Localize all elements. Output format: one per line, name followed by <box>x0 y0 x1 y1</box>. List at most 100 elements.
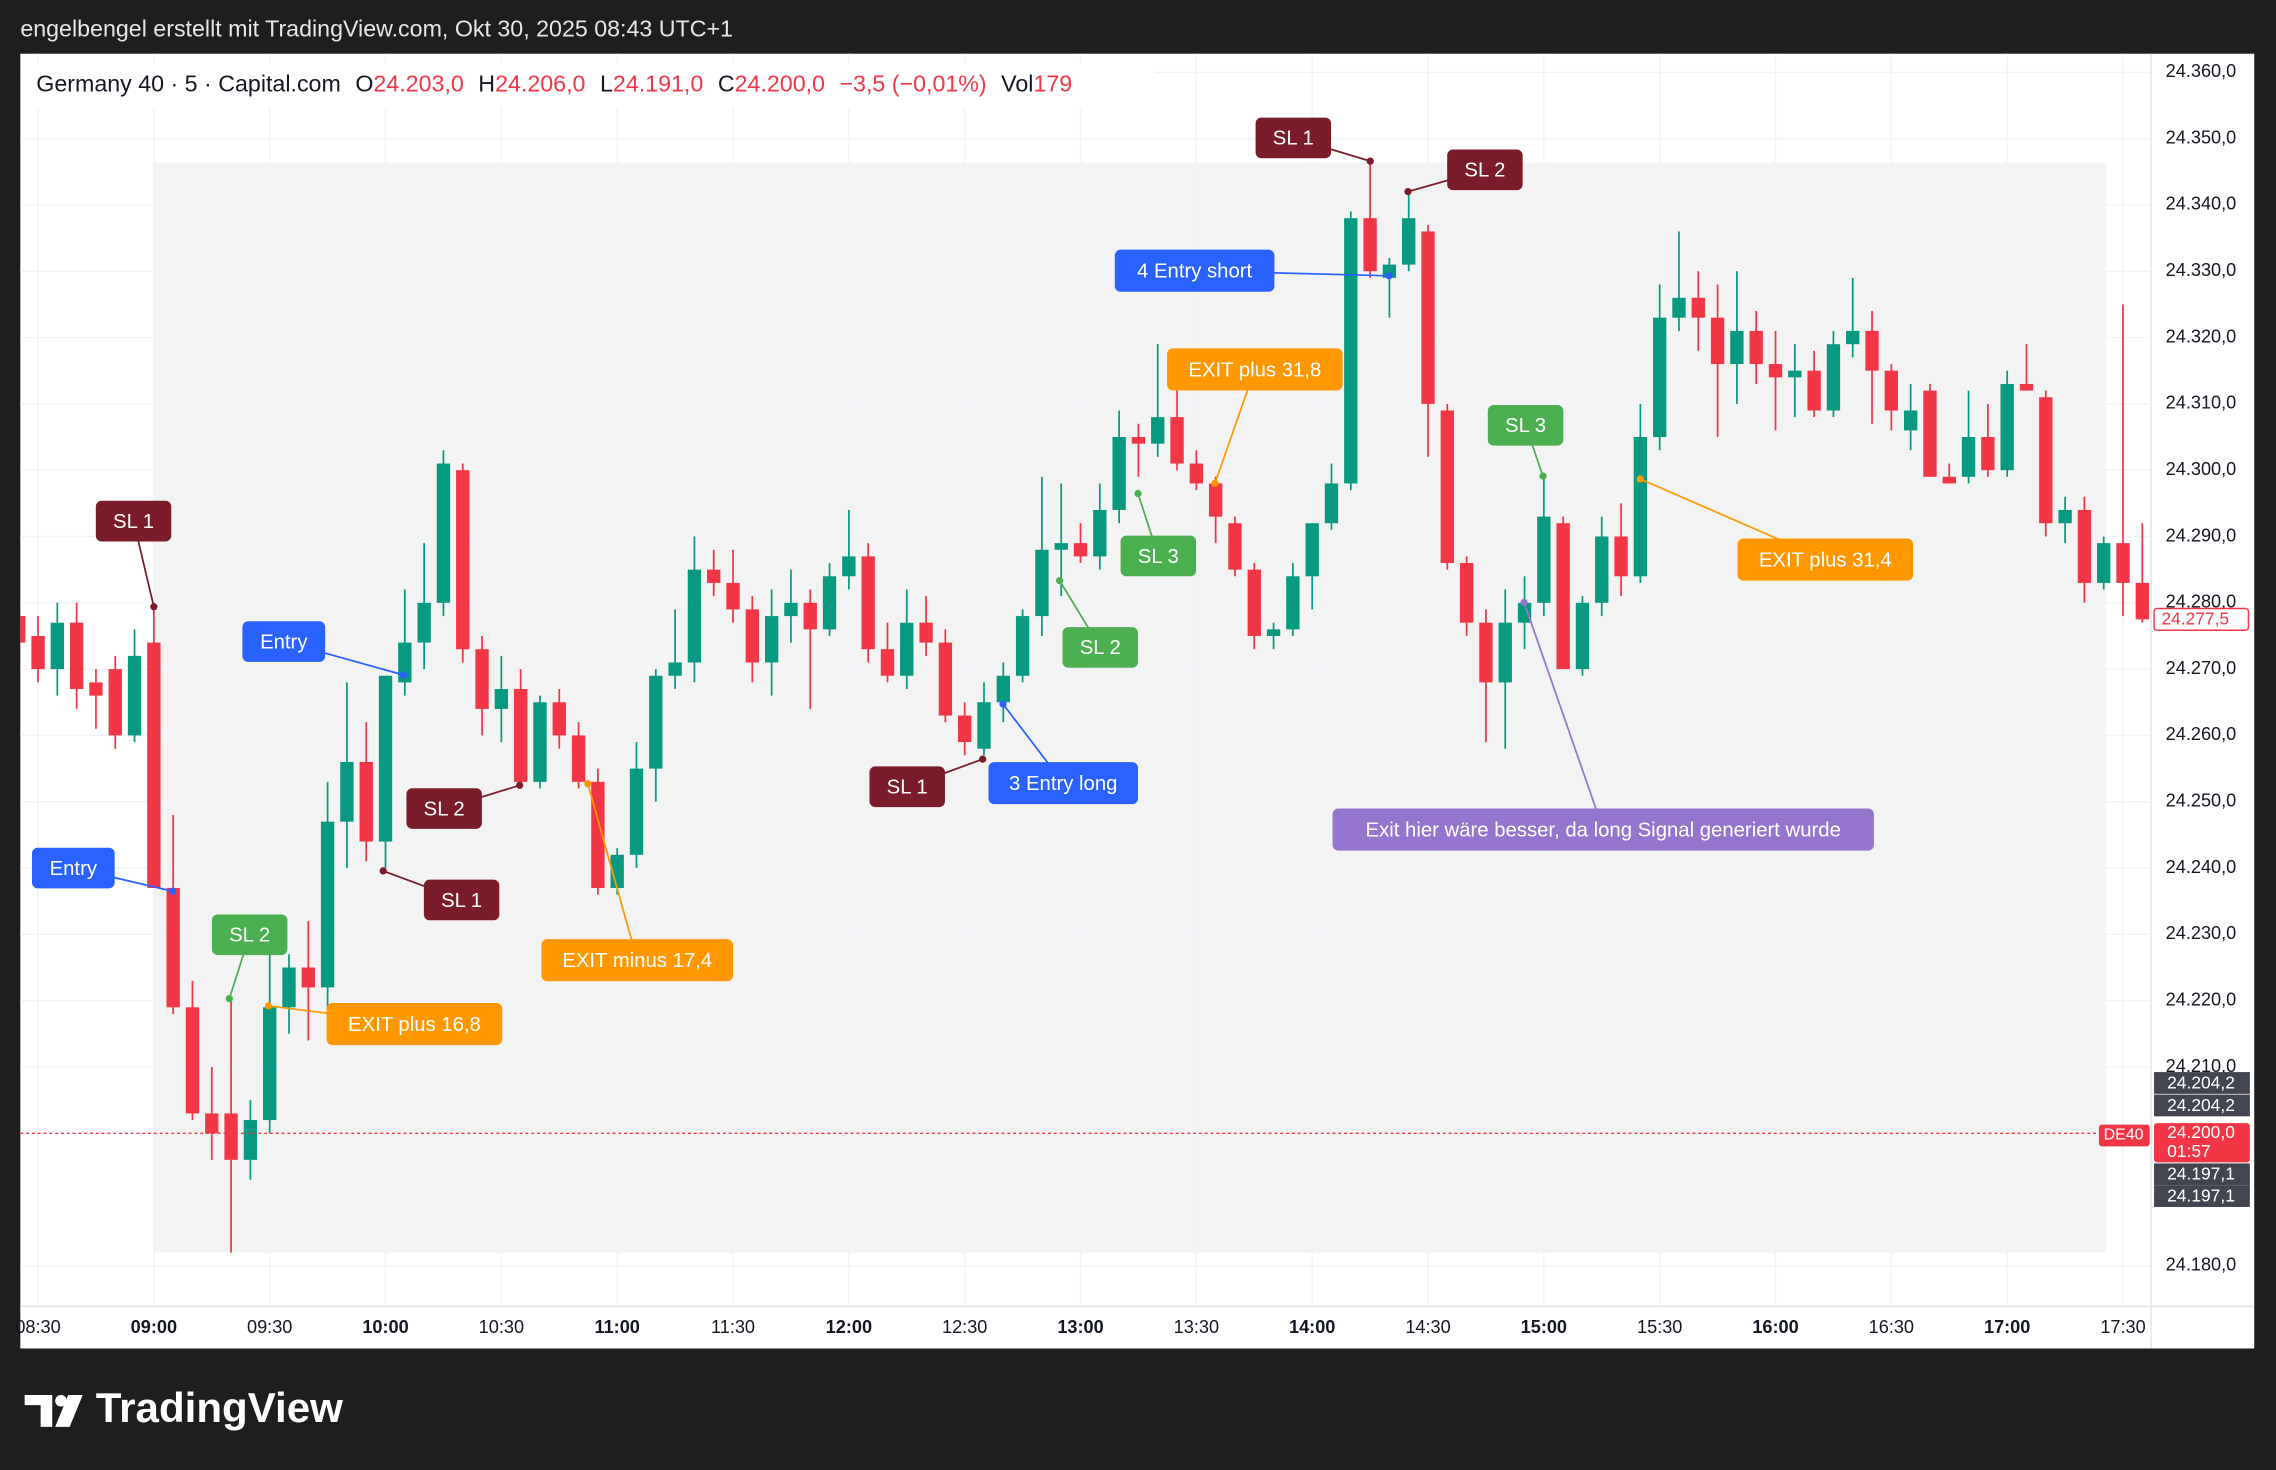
candle-body <box>1208 483 1223 517</box>
candle-body <box>166 887 180 1008</box>
candle-body <box>456 470 470 650</box>
annotation-anchor <box>379 867 387 875</box>
annotation-box <box>95 500 172 542</box>
legend-key: O <box>355 71 373 97</box>
y-tick-label: 24.180,0 <box>2166 1255 2237 1275</box>
candle-body <box>1054 543 1068 550</box>
candle-body <box>1653 317 1667 438</box>
y-tick-label: 24.350,0 <box>2166 127 2237 147</box>
candle-body <box>552 702 566 736</box>
candle-body <box>1170 417 1184 464</box>
legend-value: 24.203,0 <box>373 71 463 97</box>
legend-key: C <box>718 71 735 97</box>
candle-body <box>89 682 103 696</box>
candle-body <box>50 622 65 670</box>
price-tag-bg <box>2098 1124 2150 1147</box>
annotation-anchor <box>1520 598 1528 607</box>
y-tick-label: 24.340,0 <box>2166 194 2237 214</box>
candle-body <box>784 602 798 617</box>
annotation-anchor <box>1539 472 1547 480</box>
y-tick-label: 24.290,0 <box>2166 525 2237 545</box>
x-tick-label: 15:30 <box>1637 1317 1682 1337</box>
candle-body <box>1324 483 1339 524</box>
candle-body <box>1286 576 1300 630</box>
annotation-text: Entry <box>260 631 308 653</box>
price-label: 24.204,2 <box>2167 1095 2235 1115</box>
candle-body <box>147 642 161 888</box>
price-label: 24.197,1 <box>2167 1164 2235 1184</box>
candle-body <box>1131 437 1146 444</box>
candle-body <box>2039 397 2053 524</box>
annotation-anchor <box>1366 157 1374 165</box>
annotation-box <box>1332 808 1874 851</box>
annotation-anchor <box>399 671 408 679</box>
annotation-anchor <box>1404 187 1412 196</box>
candle-body <box>1768 364 1783 378</box>
legend-value: 24.191,0 <box>613 71 703 97</box>
annotation-text: Entry <box>50 858 98 880</box>
candle-body <box>1421 231 1435 404</box>
candle-body <box>1015 616 1030 676</box>
candle-body <box>1556 523 1570 670</box>
candle-body <box>1903 410 1918 431</box>
candle-body <box>1826 344 1841 411</box>
candle-body <box>880 649 895 676</box>
y-tick-label: 24.330,0 <box>2166 260 2237 280</box>
candle-body <box>1498 622 1512 683</box>
annotation-box <box>1447 149 1523 191</box>
candle-body <box>919 622 933 643</box>
annotation-box <box>1255 117 1332 159</box>
legend-title: Germany 40 · 5 · Capital.com <box>36 71 341 97</box>
annotation-anchor <box>1385 272 1393 280</box>
shaded-range <box>153 162 2107 1253</box>
price-countdown: 01:57 <box>2167 1141 2211 1161</box>
candle-body <box>861 556 875 650</box>
candle-body <box>1459 563 1474 623</box>
annotation-box <box>541 939 734 982</box>
legend: Germany 40 · 5 · Capital.com O24.203,0 H24… <box>36 71 1072 97</box>
annotation-box <box>423 879 500 921</box>
candle-body <box>1614 536 1628 577</box>
price-label-box <box>2154 1123 2250 1163</box>
candle-body <box>1266 629 1281 636</box>
y-tick-label: 24.220,0 <box>2166 989 2237 1009</box>
candle-body <box>1440 410 1454 564</box>
annotation-anchor <box>1636 475 1644 483</box>
annotation-box <box>869 766 945 808</box>
candle-body <box>282 967 296 1008</box>
price-label: 24.200,0 <box>2167 1122 2235 1142</box>
price-label: 24.204,2 <box>2167 1072 2235 1092</box>
y-tick-label: 24.320,0 <box>2166 326 2237 346</box>
x-tick-label: 17:00 <box>1984 1317 2030 1337</box>
candle-body <box>2000 383 2014 471</box>
annotation-box <box>406 788 482 829</box>
candle-body <box>1189 463 1204 484</box>
candle-body <box>1595 536 1609 603</box>
x-tick-label: 12:00 <box>826 1317 872 1337</box>
annotation-anchor <box>1055 577 1064 585</box>
candle-body <box>1884 370 1899 411</box>
candle-body <box>2058 509 2072 524</box>
candle-body <box>1151 417 1165 444</box>
annotation-box <box>1487 404 1564 446</box>
axes: 24.360,0 24.350,0 24.340,0 24.330,0 24.320,0… <box>15 61 2250 1337</box>
candle-body <box>938 642 953 716</box>
annotation-box <box>1062 627 1138 668</box>
candle-body <box>958 715 972 743</box>
annotation-anchor <box>1134 489 1142 498</box>
x-tick-label: 15:00 <box>1521 1317 1567 1337</box>
annotation-line <box>587 783 639 961</box>
annotation-text: SL 2 <box>1080 637 1121 659</box>
annotation-text: SL 2 <box>229 925 270 947</box>
candle-body <box>726 582 740 610</box>
x-tick-label: 13:30 <box>1174 1317 1219 1337</box>
candle-body <box>1730 330 1744 365</box>
legend-bg <box>23 63 1156 108</box>
x-tick-label: 14:30 <box>1405 1317 1450 1337</box>
legend-key: Vol <box>1001 71 1033 97</box>
annotation-anchor <box>150 603 158 611</box>
x-tick-label: 09:00 <box>131 1317 177 1337</box>
candle-body <box>533 702 547 782</box>
annotation-text: SL 2 <box>424 798 465 820</box>
